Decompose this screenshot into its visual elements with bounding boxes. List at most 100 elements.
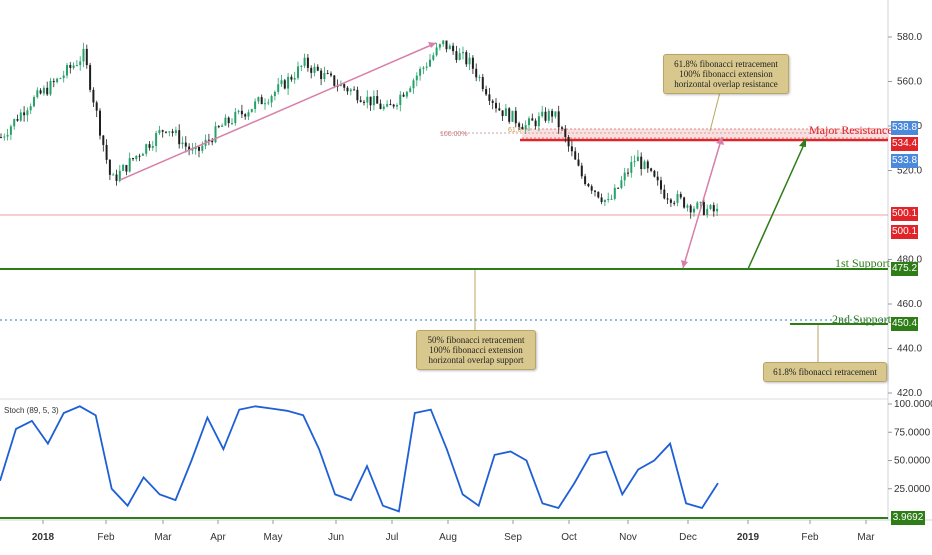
candle-body	[85, 48, 88, 66]
candle-body	[92, 89, 95, 103]
candle-body	[475, 68, 478, 78]
candle-body	[247, 112, 250, 117]
candle-body	[465, 52, 468, 65]
stoch-axis[interactable]: 100.0000 75.0000 50.0000 25.0000	[888, 399, 932, 495]
target-arrowhead	[799, 138, 806, 147]
target-arrow	[747, 139, 807, 270]
candle-body	[646, 161, 649, 169]
candle-body	[16, 119, 19, 121]
candle-body	[607, 198, 610, 200]
candle-body	[580, 165, 583, 177]
support1-note-line-1: 50% fibonacci retracement	[427, 335, 525, 345]
candle-body	[501, 110, 504, 117]
candle-body	[534, 120, 537, 127]
support1-badge: 475.2	[891, 262, 918, 276]
candle-body	[673, 202, 676, 204]
zone-bottom-badge: 533.8	[891, 154, 918, 168]
candle-body	[663, 189, 666, 199]
candle-body	[528, 118, 530, 126]
candle-body	[118, 170, 121, 181]
support1-note-line-2: 100% fibonacci extension	[429, 345, 523, 355]
candle-body	[211, 140, 214, 143]
candle-body	[650, 168, 653, 171]
candle-body	[290, 76, 293, 80]
candle-body	[633, 161, 636, 163]
candle-body	[363, 101, 365, 103]
candle-body	[3, 136, 6, 138]
candle-body	[59, 78, 62, 80]
fib-extension-arrowhead	[716, 137, 724, 145]
candle-body	[653, 170, 656, 177]
candle-body	[369, 96, 372, 106]
resistance-note-line-2: 100% fibonacci extension	[679, 69, 773, 79]
candle-body	[346, 87, 349, 92]
candle-body	[613, 187, 616, 199]
time-tick-label: Dec	[679, 532, 697, 543]
candle-body	[26, 110, 29, 116]
candle-body	[693, 208, 695, 213]
candle-body	[495, 102, 497, 109]
candle-body	[49, 80, 52, 95]
candle-body	[372, 96, 375, 106]
time-axis[interactable]: 2018 Feb Mar Apr May Jun Jul Aug Sep Oct Nov Dec 201…	[32, 520, 875, 543]
candle-body	[244, 114, 247, 117]
candle-body	[712, 205, 715, 212]
candle-body	[214, 126, 217, 143]
candle-body	[66, 65, 68, 76]
candle-body	[326, 72, 329, 74]
candle-body	[429, 59, 431, 67]
candle-body	[102, 135, 105, 145]
candle-body	[237, 110, 240, 112]
candle-body	[570, 146, 573, 152]
resistance-note[interactable]: 61.8% fibonacci retracement 100% fibonac…	[663, 54, 789, 94]
candle-body	[165, 131, 167, 133]
support2-note[interactable]: 61.8% fibonacci retracement	[763, 362, 887, 382]
support1-note[interactable]: 50% fibonacci retracement 100% fibonacci…	[416, 330, 536, 370]
candle-body	[293, 77, 296, 80]
candle-body	[280, 80, 283, 85]
candle-body	[234, 111, 237, 124]
price-tick-label: 520.0	[897, 166, 922, 177]
time-tick-label: Feb	[97, 532, 115, 543]
candle-body	[402, 94, 405, 97]
candle-body	[108, 159, 111, 175]
candle-body	[511, 110, 514, 122]
candle-body	[415, 75, 418, 81]
candle-body	[491, 100, 494, 103]
candle-body	[9, 126, 12, 135]
time-tick-label: Apr	[210, 532, 226, 543]
candle-body	[36, 90, 39, 98]
candle-body	[603, 199, 606, 203]
candle-body	[333, 75, 336, 86]
candle-body	[564, 128, 567, 137]
candle-body	[194, 146, 197, 150]
time-tick-label: Aug	[439, 532, 457, 543]
candle-body	[366, 96, 369, 103]
stoch-tick-label: 100.0000	[894, 399, 932, 410]
candle-body	[669, 199, 672, 203]
candle-body	[353, 89, 356, 91]
candle-body	[676, 194, 679, 203]
candle-body	[56, 78, 59, 83]
candle-body	[207, 139, 210, 141]
resistance-note-line-1: 61.8% fibonacci retracement	[674, 59, 778, 69]
candle-body	[188, 146, 191, 151]
candle-body	[323, 72, 326, 80]
candle-body	[666, 198, 669, 200]
zone-top-badge: 538.8	[891, 121, 918, 135]
candle-body	[376, 96, 379, 104]
candle-body	[313, 66, 316, 73]
candle-body	[422, 67, 425, 69]
time-tick-label: May	[264, 532, 283, 543]
candle-body	[155, 133, 158, 146]
candle-body	[231, 123, 233, 125]
candle-body	[132, 158, 134, 160]
candle-body	[709, 205, 712, 209]
candle-body	[151, 145, 154, 148]
support2-note-line-1: 61.8% fibonacci retracement	[773, 367, 877, 377]
candle-body	[458, 53, 461, 60]
candle-body	[141, 153, 144, 156]
time-tick-label: Sep	[504, 532, 522, 543]
candle-body	[702, 202, 705, 215]
candle-body	[320, 70, 323, 80]
